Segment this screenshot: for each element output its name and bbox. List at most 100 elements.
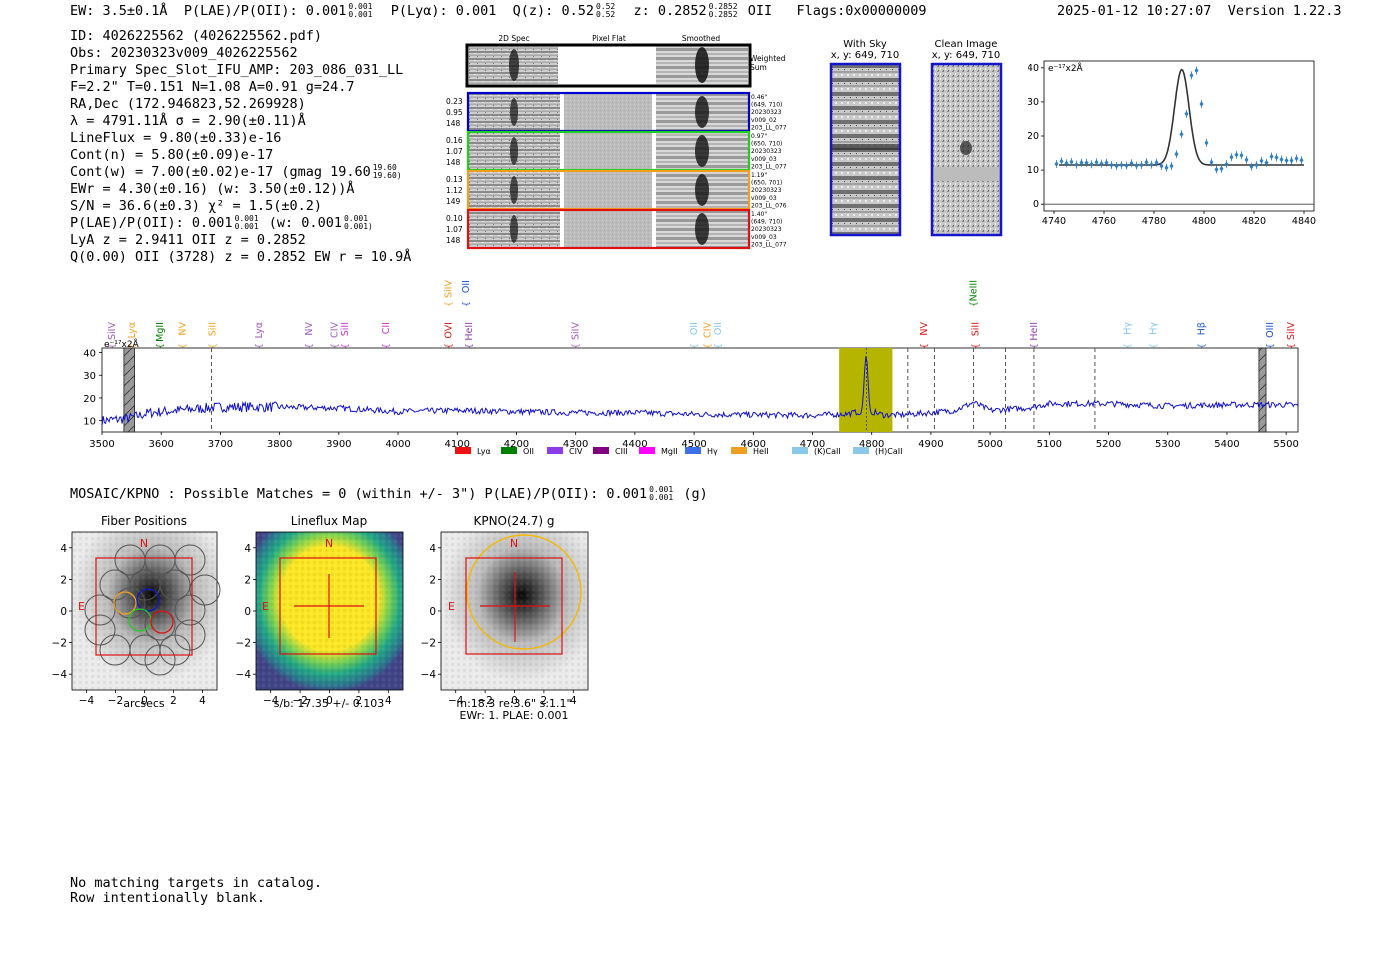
x-tick-label: 4800 [1192,216,1216,227]
legend-label: (H)CaII [875,447,902,456]
line-id-label: OVI { [443,322,454,349]
data-point [1114,163,1119,169]
legend-swatch [639,447,655,454]
x-tick-label: 2 [541,695,548,707]
header-plae: P(LAE)/P(OII): 0.001 [183,3,347,19]
cutout-meta: v009_02 [751,117,777,124]
legend-item: HeII [731,447,769,456]
x-tick-label: 5500 [1273,439,1298,450]
info-plae-w: (w: 0.001 [268,215,342,231]
x-tick-label: 3700 [208,439,233,450]
line-id-label: SiIV { [107,322,118,349]
header-plae-hi: 0.001 [348,2,373,11]
header-qz-lo: 0.52 [595,10,616,19]
x-tick-label: −4 [263,695,279,707]
info-q-oii: Q(0.00) OII (3728) z = 0.2852 EW r = 10.… [70,249,412,265]
x-tick-label: 2 [170,695,177,707]
info-lambda: λ = 4791.11Å σ = 2.90(±0.11)Å [70,113,306,129]
y-tick-label: 0 [429,606,436,618]
line-id-label: HeII { [464,322,475,349]
cutout-col-label: Pixel Flat [592,34,626,43]
header-z-lo: 0.2852 [708,10,738,19]
x-tick-label: −4 [79,695,95,707]
data-point [1069,159,1074,165]
cutout-stat: 1.12 [446,186,463,195]
y-tick-label: 10 [83,417,96,428]
info-plae-row: P(LAE)/P(OII): 0.001 0.001 0.001 (w: 0.001… [70,215,411,232]
x-tick-label: 4700 [800,439,825,450]
data-point [1154,159,1159,166]
line-id-label: NeIII{ [969,280,980,307]
panel-title: Fiber Positions [101,514,187,528]
no-match-line: Row intentionally blank. [70,890,266,906]
info-plae-hi: 0.001 [234,214,259,223]
fit-curve [1059,68,1304,166]
data-point [1279,156,1284,163]
line-id-brace: { [255,343,265,349]
x-tick-label: 4 [199,695,206,707]
y-tick-label: −4 [236,669,252,681]
with-sky-image [829,62,902,237]
line-id-label: CIV { [330,322,341,349]
cutout-stat: 1.07 [446,147,463,156]
kpno-image-panel: KPNO(24.7) g N E 4 2 0 −2 −4 −4 −2 0 2 4 m:18.3 r… [421,514,589,722]
x-tick-label: 0 [141,695,148,707]
spectrum-line [101,356,1299,426]
info-cont-w: Cont(w) = 7.00(±0.02)e-17 (gmag 19.60 [70,164,371,180]
y-tick-label: 20 [83,394,96,405]
line-id-brace: { [341,343,351,349]
line-id-brace: { [1266,343,1276,349]
y-tick-label: 40 [83,349,96,360]
full-spectrum-plot: SiIV{Lyα{MgII{NV{SiII{Lyα{NV{CIV{SiII{CI… [83,280,1299,456]
info-cont-n: Cont(n) = 5.80(±0.09)e-17 [70,147,274,163]
with-sky-coords: x, y: 649, 710 [831,50,900,61]
weighted-sum-label: Weighted [750,54,786,63]
cutout-col-label: Smoothed [682,34,721,43]
data-point [1129,160,1134,167]
line-id-text: SiII [970,322,981,336]
cutout-stat: 149 [446,197,461,206]
y-tick-label: 30 [83,371,96,382]
compass-east: E [262,600,269,613]
cutout-meta: v009_03 [751,156,777,163]
legend-item: (K)CaII [792,447,841,456]
y-tick-label: 0 [244,606,251,618]
data-point [1199,101,1204,107]
line-id-label: CIV { [703,322,714,349]
y-tick-label: 20 [1028,131,1039,142]
x-tick-label: 4760 [1092,216,1116,227]
line-id-brace: { [920,343,930,349]
x-tick-label: 2 [356,695,363,707]
line-id-brace: { [1030,343,1040,349]
cutout-stat: 148 [446,119,461,128]
panel-caption: EWr: 1. PLAE: 0.001 [459,709,568,722]
y-tick-label: 0 [60,606,67,618]
line-id-text: SiII [340,322,351,336]
x-tick-label: 4740 [1042,216,1066,227]
cutout-stat: 148 [446,236,461,245]
line-id-label: SiIV { [443,280,454,307]
x-tick-label: 5100 [1037,439,1062,450]
no-match-line: No matching targets in catalog. [70,875,322,891]
line-id-label: NV { [304,322,315,349]
y-tick-label: 30 [1028,97,1039,108]
info-plae: P(LAE)/P(OII): 0.001 [70,215,233,231]
panel-caption: s/b: 17.35 +/- 0.103 [274,697,385,710]
data-point [1094,159,1099,166]
sky-panels: With Sky x, y: 649, 710 Clean Image x, y… [829,39,1003,237]
x-tick-label: 5400 [1214,439,1239,450]
clean-image-coords: x, y: 649, 710 [932,50,1001,61]
panel-caption: arcsecs [123,697,165,710]
line-id-brace: { [704,343,714,349]
header-timestamp: 2025-01-12 10:27:07 [1057,3,1212,19]
legend-swatch [455,447,471,454]
cutout-meta: v009_03 [751,234,777,241]
y-tick-label: 2 [429,574,436,586]
cutout-stat: 0.23 [446,97,463,106]
panel-title: KPNO(24.7) g [473,514,554,528]
line-id-label: NV { [178,322,189,349]
header-timestamp-block: 2025-01-12 10:27:07 Version 1.22.3 [1057,3,1342,19]
line-id-text: CIV [330,322,341,338]
header-qz: Q(z): 0.52 [512,3,594,19]
line-id-text: Lyα [127,322,138,338]
